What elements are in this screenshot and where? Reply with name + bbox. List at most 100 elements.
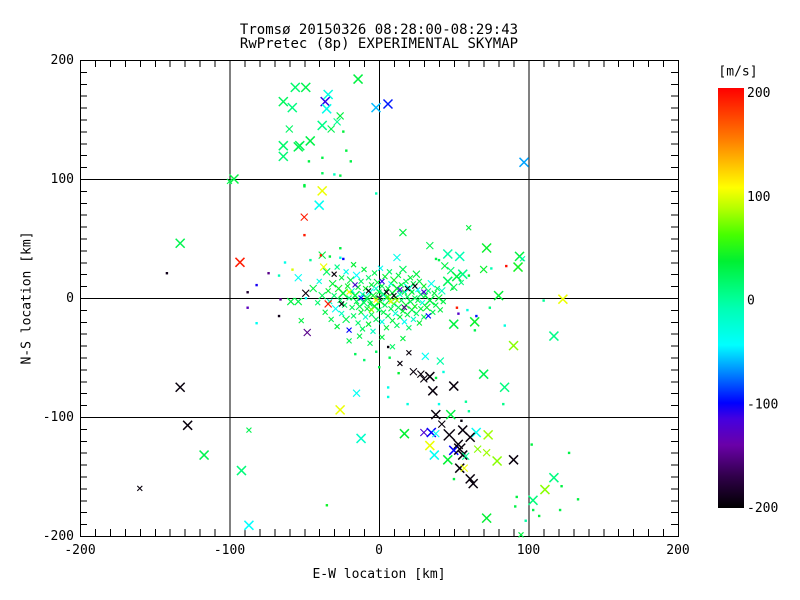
data-point — [294, 273, 303, 282]
data-point — [346, 327, 352, 334]
data-point — [300, 213, 309, 221]
data-point — [303, 233, 306, 237]
data-point — [362, 314, 369, 320]
data-point — [478, 369, 489, 380]
data-point — [388, 305, 394, 312]
data-point — [452, 477, 456, 481]
data-point — [319, 263, 328, 271]
data-point — [338, 288, 349, 299]
data-point — [373, 278, 382, 287]
data-point — [318, 251, 327, 260]
data-point — [354, 352, 357, 356]
plot-title: Tromsø 20150326 08:28:00-08:29:43 — [239, 22, 519, 38]
data-point — [367, 301, 373, 307]
data-point — [406, 324, 412, 331]
data-point — [465, 224, 472, 231]
data-point — [349, 287, 355, 294]
data-point — [437, 402, 441, 406]
plot-subtitle: RwPretec (8p) EXPERIMENTAL SKYMAP — [239, 36, 519, 52]
data-point — [397, 360, 403, 367]
data-point — [373, 316, 379, 323]
data-point — [461, 452, 470, 461]
data-point — [406, 349, 412, 356]
data-point — [376, 307, 382, 313]
data-point — [492, 455, 503, 467]
data-point — [228, 173, 240, 185]
data-point — [359, 326, 366, 332]
data-point — [355, 284, 361, 291]
data-point — [175, 238, 186, 249]
data-point — [431, 429, 440, 438]
data-point — [455, 306, 459, 309]
data-point — [493, 290, 504, 301]
data-point — [406, 402, 409, 406]
data-point — [386, 345, 390, 349]
data-point — [355, 320, 361, 326]
data-point — [394, 322, 400, 329]
data-point — [411, 295, 418, 301]
data-point — [370, 102, 382, 113]
data-point — [301, 289, 310, 298]
data-point — [283, 261, 287, 264]
data-point — [401, 304, 408, 311]
data-point — [457, 425, 468, 436]
data-point — [437, 286, 446, 295]
data-point — [309, 284, 318, 293]
data-point — [404, 285, 411, 292]
data-point — [395, 272, 402, 279]
x-tick-label: 100 — [517, 543, 540, 558]
data-point — [453, 443, 466, 456]
data-point — [350, 290, 361, 301]
data-point — [454, 251, 465, 262]
data-point — [409, 289, 415, 295]
data-point — [349, 160, 352, 163]
data-point — [339, 247, 342, 250]
data-point — [298, 317, 305, 324]
data-point — [393, 253, 401, 262]
data-point — [419, 299, 426, 306]
data-point — [471, 427, 482, 438]
data-point — [443, 428, 456, 441]
data-point — [437, 258, 441, 262]
data-point — [246, 306, 249, 309]
data-point — [379, 278, 385, 285]
data-point — [434, 257, 438, 261]
data-point — [352, 271, 361, 280]
data-point — [358, 278, 364, 285]
data-point — [419, 428, 428, 437]
data-point — [317, 185, 328, 196]
data-point — [376, 297, 385, 306]
data-point — [136, 485, 143, 492]
data-point — [437, 307, 444, 313]
data-point — [398, 282, 405, 288]
data-point — [336, 112, 345, 120]
data-point — [321, 156, 324, 159]
colorbar-tick-label: 200 — [747, 86, 770, 101]
data-point — [356, 333, 363, 339]
data-point — [350, 312, 357, 319]
data-point — [467, 410, 471, 413]
y-tick-label: 0 — [66, 291, 74, 306]
data-point — [377, 265, 384, 272]
data-point — [338, 274, 345, 281]
data-point — [353, 74, 364, 85]
data-point — [343, 268, 349, 275]
data-point — [380, 309, 387, 316]
data-point — [255, 283, 258, 287]
data-point — [352, 282, 358, 288]
colorbar — [718, 88, 744, 508]
data-point — [508, 454, 519, 465]
data-point — [407, 298, 414, 305]
data-point — [567, 451, 571, 455]
data-point — [465, 473, 476, 484]
data-point — [420, 314, 427, 320]
data-point — [451, 287, 454, 290]
data-point — [246, 427, 252, 433]
data-point — [365, 274, 372, 281]
data-point — [448, 319, 459, 330]
data-point — [353, 298, 360, 305]
data-point — [376, 289, 382, 295]
data-point — [379, 334, 385, 341]
data-point — [322, 309, 329, 316]
data-point — [350, 261, 357, 268]
